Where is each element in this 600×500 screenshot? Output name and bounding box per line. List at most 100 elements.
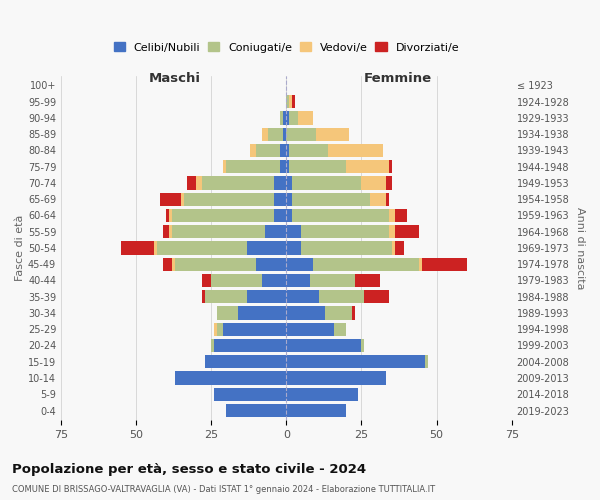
Bar xyxy=(370,192,386,206)
Bar xyxy=(395,209,407,222)
Bar xyxy=(121,242,154,254)
Bar xyxy=(352,306,355,320)
Bar xyxy=(286,339,361,352)
Bar xyxy=(223,160,226,173)
Bar xyxy=(395,242,404,254)
Bar xyxy=(181,192,184,206)
Bar xyxy=(313,258,419,271)
Bar xyxy=(160,192,181,206)
Bar xyxy=(223,322,286,336)
Bar xyxy=(211,339,214,352)
Bar xyxy=(334,322,346,336)
Bar xyxy=(214,339,286,352)
Bar xyxy=(319,290,364,304)
Bar xyxy=(292,209,389,222)
Bar xyxy=(184,192,274,206)
Bar xyxy=(262,128,268,141)
Bar xyxy=(361,339,364,352)
Bar xyxy=(217,306,238,320)
Text: Maschi: Maschi xyxy=(149,72,201,85)
Bar xyxy=(169,225,172,238)
Bar xyxy=(214,388,286,401)
Bar xyxy=(250,144,256,157)
Bar xyxy=(163,225,169,238)
Bar xyxy=(301,242,392,254)
Bar xyxy=(205,355,286,368)
Bar xyxy=(286,225,301,238)
Bar xyxy=(289,160,346,173)
Bar xyxy=(286,242,301,254)
Bar xyxy=(283,128,286,141)
Bar xyxy=(386,176,392,190)
Bar xyxy=(286,372,386,384)
Bar xyxy=(325,306,352,320)
Bar xyxy=(256,258,286,271)
Bar xyxy=(274,209,286,222)
Bar xyxy=(280,144,286,157)
Bar xyxy=(386,192,389,206)
Bar xyxy=(286,258,313,271)
Bar xyxy=(172,258,175,271)
Bar xyxy=(286,290,319,304)
Bar xyxy=(389,160,392,173)
Bar xyxy=(202,274,211,287)
Bar xyxy=(392,242,395,254)
Bar xyxy=(172,209,274,222)
Bar xyxy=(280,111,283,124)
Bar xyxy=(289,95,292,108)
Bar xyxy=(286,111,289,124)
Bar xyxy=(283,111,286,124)
Bar xyxy=(262,274,286,287)
Bar xyxy=(169,209,172,222)
Legend: Celibi/Nubili, Coniugati/e, Vedovi/e, Divorziati/e: Celibi/Nubili, Coniugati/e, Vedovi/e, Di… xyxy=(112,40,461,54)
Bar xyxy=(211,274,262,287)
Bar xyxy=(292,192,370,206)
Bar xyxy=(298,111,313,124)
Bar xyxy=(268,128,283,141)
Bar xyxy=(202,176,274,190)
Bar xyxy=(172,225,265,238)
Bar xyxy=(286,176,292,190)
Bar xyxy=(274,192,286,206)
Bar xyxy=(389,225,395,238)
Bar xyxy=(214,322,217,336)
Bar xyxy=(205,290,247,304)
Bar xyxy=(274,176,286,190)
Y-axis label: Anni di nascita: Anni di nascita xyxy=(575,206,585,289)
Text: Popolazione per età, sesso e stato civile - 2024: Popolazione per età, sesso e stato civil… xyxy=(12,462,366,475)
Bar xyxy=(425,355,428,368)
Bar xyxy=(286,306,325,320)
Bar xyxy=(286,388,358,401)
Bar xyxy=(346,160,389,173)
Bar xyxy=(361,176,386,190)
Bar xyxy=(187,176,196,190)
Bar xyxy=(422,258,467,271)
Bar xyxy=(316,128,349,141)
Bar xyxy=(196,176,202,190)
Bar xyxy=(247,290,286,304)
Bar xyxy=(265,225,286,238)
Bar xyxy=(292,95,295,108)
Bar xyxy=(280,160,286,173)
Bar xyxy=(202,290,205,304)
Bar xyxy=(286,144,289,157)
Bar xyxy=(292,176,361,190)
Bar xyxy=(286,128,316,141)
Bar xyxy=(286,95,289,108)
Bar xyxy=(175,372,286,384)
Bar xyxy=(301,225,389,238)
Bar xyxy=(226,404,286,417)
Bar xyxy=(175,258,256,271)
Bar xyxy=(217,322,223,336)
Bar xyxy=(286,274,310,287)
Bar xyxy=(157,242,247,254)
Bar xyxy=(247,242,286,254)
Bar xyxy=(328,144,383,157)
Bar xyxy=(286,160,289,173)
Bar xyxy=(289,111,298,124)
Bar xyxy=(154,242,157,254)
Bar xyxy=(286,209,292,222)
Text: Femmine: Femmine xyxy=(364,72,431,85)
Bar xyxy=(286,404,346,417)
Bar xyxy=(310,274,355,287)
